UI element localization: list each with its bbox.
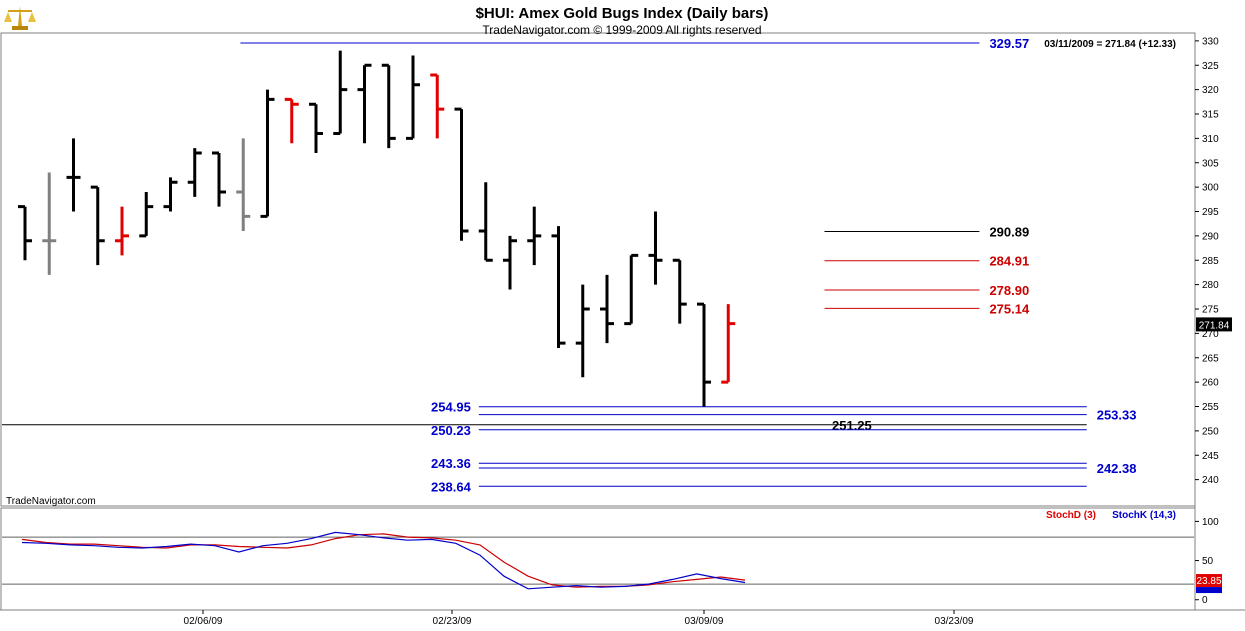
- ohlc-bar: [42, 172, 57, 275]
- level-label: 238.64: [431, 479, 472, 494]
- ohlc-bar: [284, 97, 299, 144]
- ohlc-bar: [697, 302, 711, 407]
- date-tick-label: 02/06/09: [184, 616, 223, 627]
- ohlc-bar: [551, 226, 566, 348]
- level-label: 254.95: [431, 400, 471, 415]
- watermark-text: TradeNavigator.com: [6, 496, 96, 507]
- price-tick-label: 255: [1202, 402, 1219, 413]
- ohlc-bar: [163, 177, 178, 212]
- ohlc-bar: [406, 55, 420, 140]
- price-tick-label: 330: [1202, 36, 1219, 47]
- ohlc-bar: [430, 73, 445, 139]
- price-tick-label: 265: [1202, 353, 1219, 364]
- price-tick-label: 325: [1202, 61, 1219, 72]
- date-tick-label: 03/23/09: [935, 616, 974, 627]
- price-tick-label: 290: [1202, 231, 1219, 242]
- ohlc-bar: [575, 284, 590, 378]
- ohlc-bar: [454, 107, 469, 241]
- price-tick-label: 270: [1202, 329, 1219, 340]
- price-tick-label: 305: [1202, 158, 1219, 169]
- price-tick-label: 250: [1202, 426, 1219, 437]
- date-tick-label: 02/23/09: [433, 616, 472, 627]
- price-tick-label: 295: [1202, 207, 1219, 218]
- ohlc-bar: [624, 253, 639, 326]
- legend-stochd: StochD (3): [1046, 510, 1096, 521]
- level-label: 243.36: [431, 456, 471, 471]
- ohlc-bar: [333, 50, 348, 135]
- price-tick-label: 260: [1202, 378, 1219, 389]
- level-label: 329.57: [989, 36, 1029, 51]
- level-label: 242.38: [1097, 461, 1137, 476]
- level-label: 275.14: [989, 301, 1030, 316]
- chart-subtitle: TradeNavigator.com © 1999-2009 All right…: [482, 23, 761, 37]
- stoch-tick-label: 100: [1202, 517, 1219, 528]
- ohlc-bar: [66, 138, 81, 212]
- stoch-tick-label: 50: [1202, 556, 1214, 567]
- ohlc-bar: [90, 185, 105, 266]
- price-tick-label: 245: [1202, 451, 1219, 462]
- ohlc-bar: [672, 258, 687, 324]
- ohlc-bar: [260, 89, 275, 218]
- stoch-last-label: 23.85: [1196, 576, 1221, 587]
- ohlc-bar: [478, 182, 493, 262]
- ohlc-bar: [357, 63, 372, 144]
- ohlc-bar: [187, 148, 202, 197]
- ohlc-bar: [115, 206, 129, 256]
- price-tick-label: 275: [1202, 305, 1219, 316]
- last-price-info: 03/11/2009 = 271.84 (+12.33): [1044, 39, 1176, 50]
- ohlc-bar: [309, 102, 323, 153]
- last-price-label: 271.84: [1199, 320, 1230, 331]
- last-price-box: [1196, 317, 1232, 332]
- ohlc-bar: [236, 138, 251, 231]
- ohlc-bar: [721, 304, 736, 384]
- chart-title: $HUI: Amex Gold Bugs Index (Daily bars): [476, 5, 769, 22]
- stoch-last-box: [1196, 574, 1222, 588]
- price-tick-label: 285: [1202, 256, 1219, 267]
- level-label: 284.91: [989, 254, 1029, 269]
- stochk-line: [21, 531, 746, 590]
- stoch-last-box-k: [1196, 587, 1222, 594]
- ohlc-bar: [381, 63, 396, 149]
- level-label: 290.89: [989, 225, 1029, 240]
- price-tick-label: 315: [1202, 110, 1219, 121]
- date-tick-label: 03/09/09: [685, 616, 724, 627]
- level-label: 253.33: [1097, 408, 1137, 423]
- scales-icon: [4, 6, 36, 30]
- legend-stochk: StochK (14,3): [1112, 510, 1176, 521]
- ohlc-bar: [648, 211, 663, 285]
- ohlc-bar: [18, 205, 32, 261]
- ohlc-bar: [212, 151, 226, 207]
- level-label: 251.25: [832, 418, 872, 433]
- ohlc-bar: [600, 274, 614, 344]
- ohlc-bar: [139, 192, 154, 238]
- price-tick-label: 310: [1202, 134, 1219, 145]
- level-label: 250.23: [431, 423, 471, 438]
- stoch-tick-label: 0: [1202, 595, 1208, 606]
- level-label: 278.90: [989, 283, 1029, 298]
- price-tick-label: 320: [1202, 85, 1219, 96]
- ohlc-bar: [527, 206, 542, 266]
- price-tick-label: 300: [1202, 183, 1219, 194]
- ohlc-bar: [503, 235, 517, 290]
- price-tick-label: 280: [1202, 280, 1219, 291]
- price-tick-label: 240: [1202, 475, 1219, 486]
